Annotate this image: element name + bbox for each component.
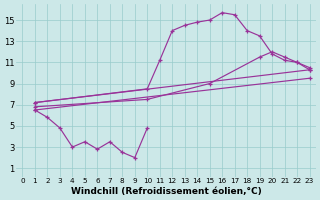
X-axis label: Windchill (Refroidissement éolien,°C): Windchill (Refroidissement éolien,°C) bbox=[71, 187, 261, 196]
